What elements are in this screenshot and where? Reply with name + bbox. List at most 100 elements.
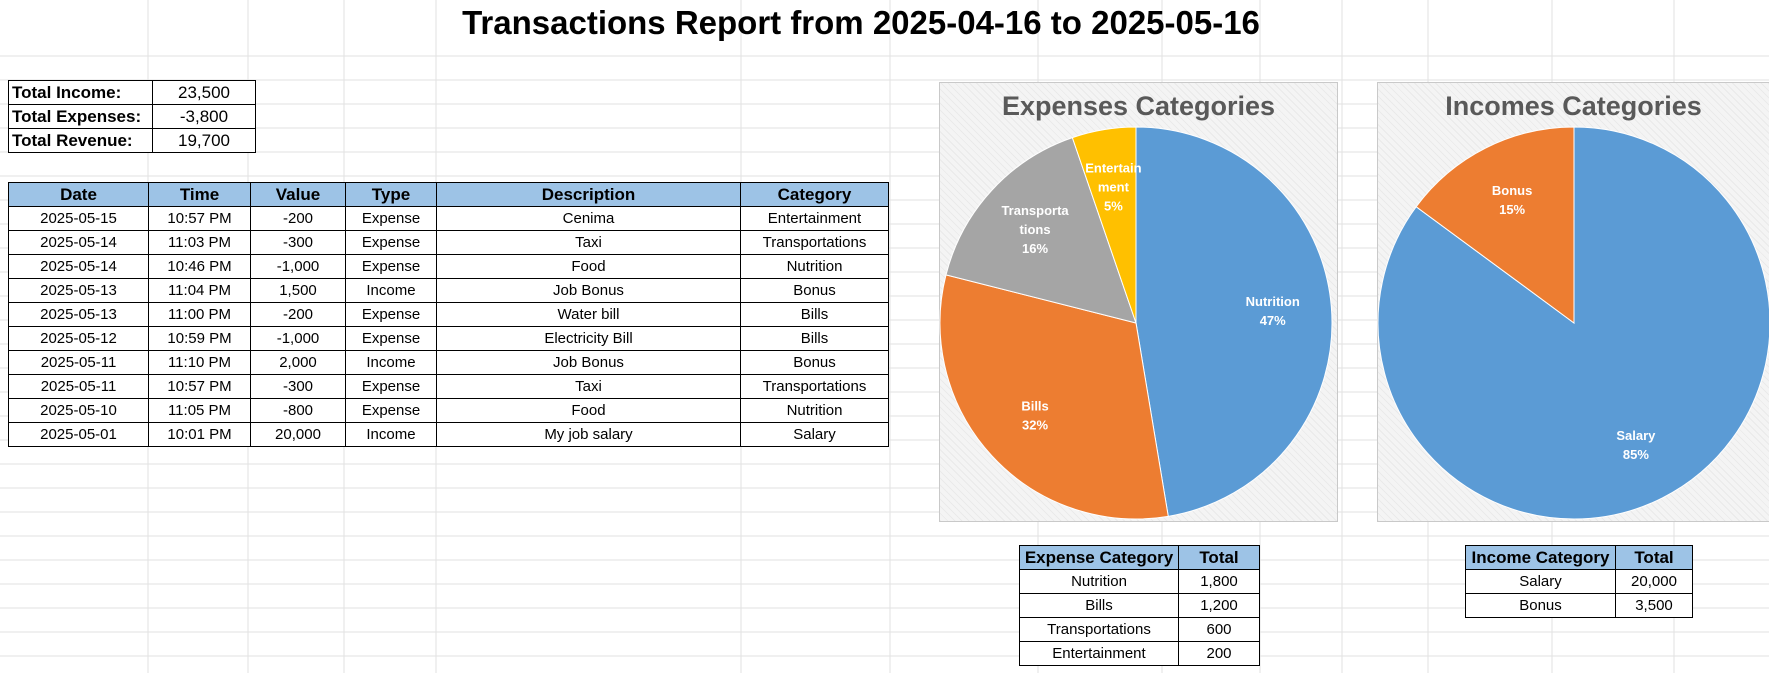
cell-category[interactable]: Nutrition xyxy=(740,398,889,423)
cell-total[interactable]: 1,800 xyxy=(1178,569,1260,594)
cell-description[interactable]: Food xyxy=(436,398,741,423)
cell-date[interactable]: 2025-05-12 xyxy=(8,326,149,351)
col-header-income-category[interactable]: Income Category xyxy=(1465,545,1616,570)
cell-type[interactable]: Expense xyxy=(345,326,437,351)
cell-category[interactable]: Transportations xyxy=(740,374,889,399)
cell-type[interactable]: Income xyxy=(345,422,437,447)
cell-type[interactable]: Expense xyxy=(345,302,437,327)
cell-value[interactable]: -1,000 xyxy=(250,326,346,351)
summary-label[interactable]: Total Income: xyxy=(8,80,153,105)
col-header-total[interactable]: Total xyxy=(1615,545,1693,570)
cell-date[interactable]: 2025-05-11 xyxy=(8,350,149,375)
expense-category-table: Expense Category Total Nutrition 1,800 Bil… xyxy=(1019,545,1260,666)
col-header-expense-category[interactable]: Expense Category xyxy=(1019,545,1179,570)
cell-value[interactable]: 1,500 xyxy=(250,278,346,303)
cell-date[interactable]: 2025-05-15 xyxy=(8,206,149,231)
cell-value[interactable]: 2,000 xyxy=(250,350,346,375)
col-header-total[interactable]: Total xyxy=(1178,545,1260,570)
cell-time[interactable]: 10:59 PM xyxy=(148,326,251,351)
cell-category[interactable]: Bills xyxy=(740,302,889,327)
cell-value[interactable]: -300 xyxy=(250,230,346,255)
summary-table: Total Income: 23,500 Total Expenses: -3,… xyxy=(8,80,256,153)
expenses-pie-chart[interactable]: Expenses Categories Nutrition 47% Bills 32%… xyxy=(939,82,1338,522)
cell-description[interactable]: Taxi xyxy=(436,230,741,255)
cell-description[interactable]: Water bill xyxy=(436,302,741,327)
cell-date[interactable]: 2025-05-13 xyxy=(8,278,149,303)
cell-expense-category[interactable]: Nutrition xyxy=(1019,569,1179,594)
pie-slice-nutrition[interactable] xyxy=(1135,126,1333,517)
cell-type[interactable]: Expense xyxy=(345,206,437,231)
cell-time[interactable]: 11:10 PM xyxy=(148,350,251,375)
cell-date[interactable]: 2025-05-13 xyxy=(8,302,149,327)
cell-category[interactable]: Bonus xyxy=(740,278,889,303)
col-header-category[interactable]: Category xyxy=(740,182,889,207)
cell-date[interactable]: 2025-05-14 xyxy=(8,254,149,279)
summary-value[interactable]: -3,800 xyxy=(152,104,256,129)
cell-date[interactable]: 2025-05-10 xyxy=(8,398,149,423)
cell-category[interactable]: Salary xyxy=(740,422,889,447)
col-header-value[interactable]: Value xyxy=(250,182,346,207)
cell-expense-category[interactable]: Transportations xyxy=(1019,617,1179,642)
cell-expense-category[interactable]: Bills xyxy=(1019,593,1179,618)
cell-time[interactable]: 10:01 PM xyxy=(148,422,251,447)
cell-date[interactable]: 2025-05-01 xyxy=(8,422,149,447)
pie-slice-bills[interactable] xyxy=(939,274,1169,520)
cell-description[interactable]: Taxi xyxy=(436,374,741,399)
pie-slice-bonus[interactable] xyxy=(1415,126,1575,324)
cell-description[interactable]: Food xyxy=(436,254,741,279)
cell-total[interactable]: 600 xyxy=(1178,617,1260,642)
cell-category[interactable]: Bills xyxy=(740,326,889,351)
col-header-type[interactable]: Type xyxy=(345,182,437,207)
cell-description[interactable]: Job Bonus xyxy=(436,278,741,303)
cell-type[interactable]: Expense xyxy=(345,254,437,279)
summary-value[interactable]: 19,700 xyxy=(152,128,256,153)
cell-time[interactable]: 11:05 PM xyxy=(148,398,251,423)
pie-slice-entertainment[interactable] xyxy=(1071,126,1137,324)
cell-type[interactable]: Expense xyxy=(345,230,437,255)
cell-description[interactable]: Job Bonus xyxy=(436,350,741,375)
cell-value[interactable]: -1,000 xyxy=(250,254,346,279)
cell-type[interactable]: Expense xyxy=(345,374,437,399)
cell-date[interactable]: 2025-05-14 xyxy=(8,230,149,255)
cell-time[interactable]: 11:03 PM xyxy=(148,230,251,255)
col-header-description[interactable]: Description xyxy=(436,182,741,207)
pie-slice-transportations[interactable] xyxy=(945,136,1137,324)
cell-total[interactable]: 1,200 xyxy=(1178,593,1260,618)
cell-date[interactable]: 2025-05-11 xyxy=(8,374,149,399)
summary-label[interactable]: Total Expenses: xyxy=(8,104,153,129)
pie-category-label: Entertain xyxy=(1085,161,1141,176)
cell-time[interactable]: 10:57 PM xyxy=(148,206,251,231)
col-header-date[interactable]: Date xyxy=(8,182,149,207)
cell-income-category[interactable]: Bonus xyxy=(1465,593,1616,618)
cell-total[interactable]: 200 xyxy=(1178,641,1260,666)
cell-description[interactable]: Cenima xyxy=(436,206,741,231)
cell-time[interactable]: 10:46 PM xyxy=(148,254,251,279)
summary-value[interactable]: 23,500 xyxy=(152,80,256,105)
cell-total[interactable]: 20,000 xyxy=(1615,569,1693,594)
cell-time[interactable]: 11:04 PM xyxy=(148,278,251,303)
cell-value[interactable]: 20,000 xyxy=(250,422,346,447)
cell-income-category[interactable]: Salary xyxy=(1465,569,1616,594)
cell-value[interactable]: -300 xyxy=(250,374,346,399)
cell-category[interactable]: Nutrition xyxy=(740,254,889,279)
pie-category-label: Salary xyxy=(1616,428,1656,443)
cell-time[interactable]: 11:00 PM xyxy=(148,302,251,327)
cell-type[interactable]: Expense xyxy=(345,398,437,423)
cell-description[interactable]: Electricity Bill xyxy=(436,326,741,351)
col-header-time[interactable]: Time xyxy=(148,182,251,207)
cell-description[interactable]: My job salary xyxy=(436,422,741,447)
cell-category[interactable]: Bonus xyxy=(740,350,889,375)
cell-time[interactable]: 10:57 PM xyxy=(148,374,251,399)
summary-label[interactable]: Total Revenue: xyxy=(8,128,153,153)
cell-type[interactable]: Income xyxy=(345,350,437,375)
cell-expense-category[interactable]: Entertainment xyxy=(1019,641,1179,666)
cell-value[interactable]: -800 xyxy=(250,398,346,423)
cell-value[interactable]: -200 xyxy=(250,206,346,231)
incomes-pie-chart[interactable]: Incomes Categories Salary 85% Bonus 15% xyxy=(1377,82,1769,522)
cell-category[interactable]: Transportations xyxy=(740,230,889,255)
pie-percent-label: 15% xyxy=(1499,202,1525,217)
cell-value[interactable]: -200 xyxy=(250,302,346,327)
cell-category[interactable]: Entertainment xyxy=(740,206,889,231)
cell-type[interactable]: Income xyxy=(345,278,437,303)
cell-total[interactable]: 3,500 xyxy=(1615,593,1693,618)
